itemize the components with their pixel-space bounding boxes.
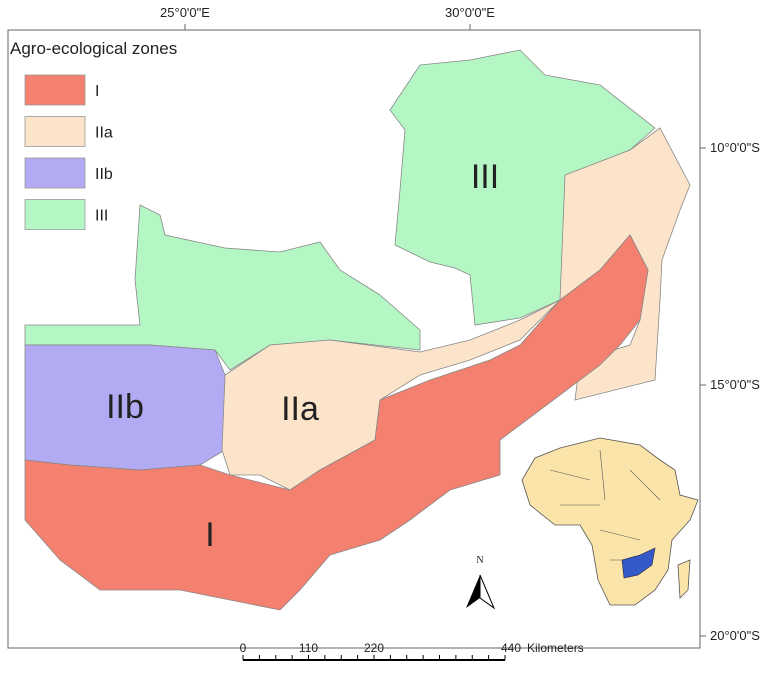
graticule-label: 10°0'0"S [710,140,760,155]
scale-label: 220 [364,641,384,655]
inset-map [521,437,699,606]
legend-label: IIa [95,125,113,142]
scale-bar: 0 110 220 440 Kilometers [240,641,584,661]
legend-swatch [24,116,86,147]
graticule-label: 20°0'0"S [710,628,760,643]
scale-label: 110 [299,641,318,655]
legend-swatch [24,199,86,230]
zone-area [24,204,421,371]
graticule-label: 30°0'0"E [445,5,495,20]
legend: I IIa IIb III [24,74,113,230]
scale-label: 440 [501,641,521,655]
zone-area [389,49,656,326]
scale-label: 0 [240,641,247,655]
graticule-label: 15°0'0"S [710,377,760,392]
legend-swatch [24,74,86,106]
graticule-label: 25°0'0"E [160,5,210,20]
legend-label: III [95,208,108,225]
zone-label: I [205,516,214,554]
legend-title: Agro-ecological zones [10,39,177,58]
north-arrow: N [466,555,496,610]
legend-swatch [24,157,86,189]
zone-label: III [471,158,499,196]
zone-label: IIb [106,388,144,426]
zone-label: IIa [281,390,319,428]
legend-label: I [95,83,99,100]
scale-unit: Kilometers [527,641,584,655]
legend-label: IIb [95,166,113,183]
zone-area [24,234,649,611]
north-label: N [476,555,483,566]
